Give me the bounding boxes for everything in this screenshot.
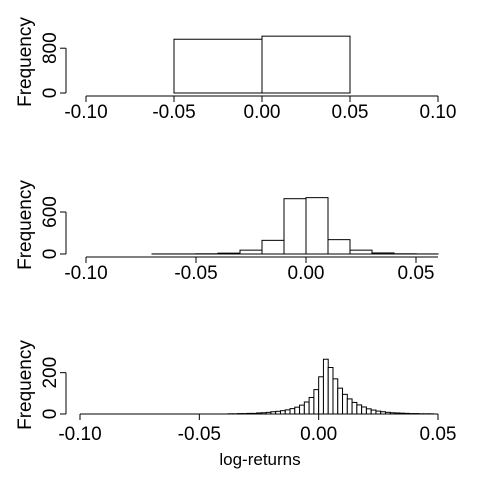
x-tick-label: 0.05 bbox=[398, 263, 435, 284]
y-tick-label: 0 bbox=[40, 249, 61, 260]
histogram-bar bbox=[361, 406, 367, 415]
y-axis: 0 200 bbox=[40, 357, 67, 420]
x-axis-label: log-returns bbox=[219, 450, 300, 469]
histogram-bar bbox=[342, 393, 348, 415]
y-axis-label: Frequency bbox=[15, 180, 36, 270]
histogram-bar bbox=[371, 252, 395, 255]
histogram-bar bbox=[346, 398, 353, 415]
x-tick-label: -0.05 bbox=[152, 102, 195, 123]
histogram-bar bbox=[318, 376, 324, 415]
y-axis: 0 600 bbox=[40, 196, 67, 260]
histogram-bar bbox=[308, 396, 315, 415]
y-axis-label: Frequency bbox=[15, 340, 36, 430]
y-axis: 0 800 bbox=[40, 32, 67, 99]
histogram-panel-3: Frequency -0.10 -0.05 0.00 0.05 0 200 log-re… bbox=[15, 340, 456, 469]
histogram-bar bbox=[299, 404, 305, 415]
x-axis: -0.10 -0.05 0.00 0.05 bbox=[64, 256, 438, 284]
histogram-bar bbox=[289, 408, 296, 415]
histogram-bar bbox=[239, 249, 263, 255]
x-tick-label: -0.10 bbox=[64, 102, 107, 123]
histogram-panel-1: Frequency -0.10 -0.05 0.00 0.05 0.10 0 800 bbox=[15, 17, 456, 123]
x-tick-label: -0.05 bbox=[178, 424, 221, 445]
histogram-bar bbox=[356, 404, 363, 415]
histogram-bar bbox=[305, 197, 329, 255]
x-tick-label: 0.00 bbox=[300, 424, 337, 445]
histogram-bar bbox=[337, 387, 344, 415]
x-tick-label: -0.05 bbox=[174, 263, 217, 284]
histogram-bar bbox=[322, 358, 329, 415]
x-axis: -0.10 -0.05 0.00 0.05 bbox=[58, 413, 457, 445]
histogram-bar bbox=[303, 401, 310, 415]
histogram-bar bbox=[261, 35, 351, 94]
histogram-bar bbox=[313, 389, 320, 415]
histogram-bar bbox=[370, 409, 377, 415]
x-tick-label: 0.00 bbox=[288, 263, 325, 284]
histogram-bar bbox=[327, 239, 351, 255]
y-axis-label: Frequency bbox=[15, 17, 36, 107]
y-tick-label: 0 bbox=[40, 88, 61, 99]
y-tick-label: 600 bbox=[40, 196, 61, 228]
x-tick-label: 0.05 bbox=[420, 424, 457, 445]
y-tick-label: 200 bbox=[40, 357, 61, 389]
bars bbox=[227, 358, 434, 415]
histogram-bar bbox=[283, 198, 307, 255]
histogram-panel-2: Frequency -0.10 -0.05 0.00 0.05 0 600 bbox=[15, 180, 439, 284]
y-tick-label: 0 bbox=[40, 409, 61, 420]
y-tick-label: 800 bbox=[40, 32, 61, 64]
histogram-bar bbox=[173, 38, 263, 94]
histogram-bar bbox=[332, 378, 339, 415]
x-axis: -0.10 -0.05 0.00 0.05 0.10 bbox=[64, 95, 457, 123]
x-tick-label: 0.05 bbox=[332, 102, 369, 123]
x-tick-label: 0.00 bbox=[244, 102, 281, 123]
histogram-bar bbox=[261, 239, 285, 255]
x-tick-label: -0.10 bbox=[64, 263, 107, 284]
histogram-bar bbox=[217, 252, 241, 255]
x-tick-label: -0.10 bbox=[58, 424, 101, 445]
histogram-bar bbox=[327, 367, 334, 415]
histogram-bar bbox=[349, 249, 373, 255]
bars bbox=[151, 197, 439, 255]
histogram-bar bbox=[284, 409, 291, 415]
bars bbox=[173, 35, 351, 94]
histogram-bar bbox=[294, 406, 301, 415]
histogram-bar bbox=[365, 408, 372, 415]
histogram-bar bbox=[351, 401, 358, 415]
x-tick-label: 0.10 bbox=[420, 102, 457, 123]
